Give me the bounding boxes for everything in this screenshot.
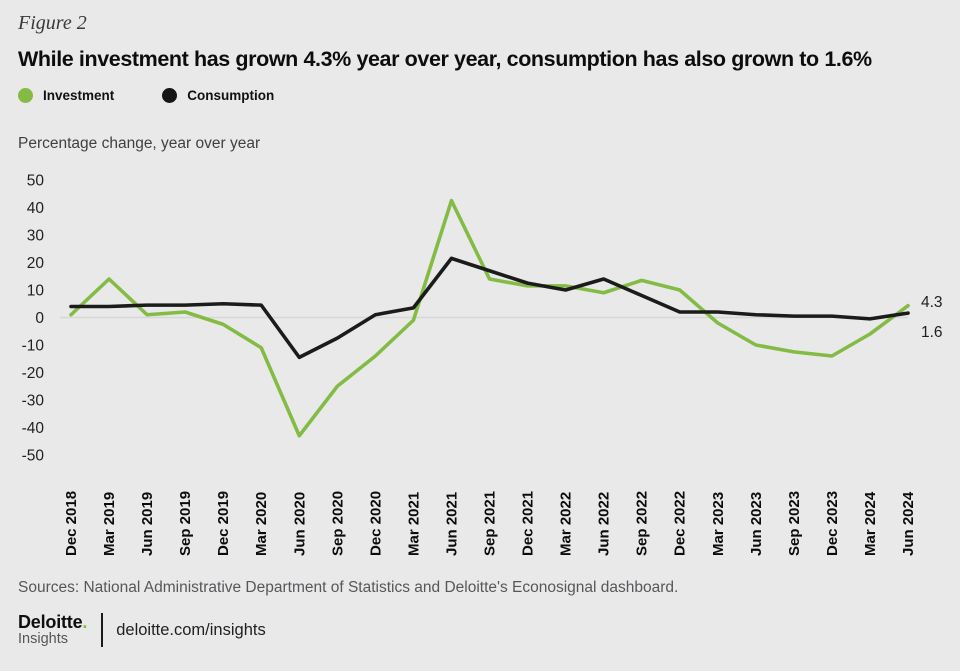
y-tick-label: -10 xyxy=(22,338,45,355)
y-tick-label: -30 xyxy=(22,393,45,410)
x-tick-label: Dec 2023 xyxy=(824,491,841,556)
y-tick-label: -40 xyxy=(22,420,45,437)
y-tick-label: 10 xyxy=(27,283,45,300)
x-tick-label: Dec 2020 xyxy=(367,491,384,556)
footer-divider xyxy=(101,613,104,647)
x-tick-label: Sep 2021 xyxy=(482,491,499,556)
legend-item-consumption: Consumption xyxy=(162,88,274,103)
x-tick-label: Jun 2023 xyxy=(748,492,765,556)
legend-label-consumption: Consumption xyxy=(187,88,275,103)
deloitte-insights-link[interactable]: deloitte.com/insights xyxy=(116,620,266,639)
x-tick-label: Mar 2023 xyxy=(710,492,727,556)
x-tick-label: Mar 2020 xyxy=(253,492,270,556)
legend-item-investment: Investment xyxy=(18,88,114,103)
y-tick-label: 30 xyxy=(27,228,45,245)
legend-label-investment: Investment xyxy=(43,88,115,103)
end-value-label: 1.6 xyxy=(921,324,943,341)
x-tick-label: Jun 2021 xyxy=(443,492,460,556)
x-tick-label: Jun 2019 xyxy=(139,492,156,556)
x-tick-label: Mar 2024 xyxy=(862,491,879,556)
footer: Deloitte. Insights deloitte.com/insights xyxy=(18,613,266,647)
y-axis-caption: Percentage change, year over year xyxy=(18,135,261,152)
consumption-line xyxy=(69,256,910,360)
consumption-dot-icon xyxy=(162,88,178,103)
brand-name: Deloitte. xyxy=(18,612,88,633)
y-tick-label: 40 xyxy=(27,200,45,217)
deloitte-insights-logo: Deloitte. Insights xyxy=(18,613,87,647)
chart-legend: Investment Consumption xyxy=(18,88,274,103)
x-tick-label: Mar 2022 xyxy=(558,492,575,556)
x-tick-label: Dec 2022 xyxy=(672,491,689,556)
y-tick-label: -50 xyxy=(22,448,45,465)
brand-subtitle: Insights xyxy=(18,631,68,648)
investment-dot-icon xyxy=(18,88,33,103)
chart-title: While investment has grown 4.3% year ove… xyxy=(18,47,872,71)
y-tick-label: 0 xyxy=(35,310,44,327)
end-value-label: 4.3 xyxy=(921,294,943,311)
x-axis-labels: Dec 2018 Mar 2019 Jun 2019 Sep 2019 Dec 2019… xyxy=(63,491,917,556)
x-tick-label: Jun 2020 xyxy=(291,492,308,556)
x-tick-label: Jun 2024 xyxy=(900,491,917,556)
x-tick-label: Dec 2018 xyxy=(63,491,80,556)
x-tick-label: Sep 2023 xyxy=(786,491,803,556)
x-tick-label: Mar 2021 xyxy=(405,492,422,556)
investment-line xyxy=(69,198,910,438)
x-tick-label: Dec 2019 xyxy=(215,491,232,556)
x-tick-label: Jun 2022 xyxy=(596,492,613,556)
x-tick-label: Sep 2019 xyxy=(177,491,194,556)
end-value-labels: 4.3 1.6 xyxy=(921,294,943,341)
y-tick-label: 20 xyxy=(27,255,45,272)
x-tick-label: Dec 2021 xyxy=(520,491,537,556)
sources-note: Sources: National Administrative Departm… xyxy=(18,579,679,596)
y-axis-labels: 50 40 30 20 10 0 -10 -20 -30 -40 -50 xyxy=(22,173,45,465)
y-tick-label: -20 xyxy=(22,365,45,382)
x-tick-label: Sep 2020 xyxy=(329,491,346,556)
figure-label: Figure 2 xyxy=(18,12,87,34)
brand-green-dot: . xyxy=(82,612,88,633)
x-tick-label: Sep 2022 xyxy=(634,491,651,556)
x-tick-label: Mar 2019 xyxy=(101,492,118,556)
y-tick-label: 50 xyxy=(27,173,45,190)
